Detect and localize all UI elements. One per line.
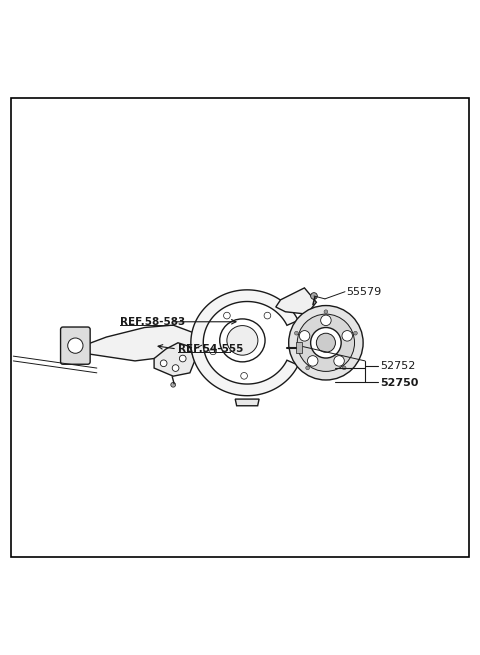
- Circle shape: [334, 356, 344, 366]
- Circle shape: [180, 355, 186, 362]
- Circle shape: [311, 328, 341, 358]
- Text: 52750: 52750: [380, 379, 418, 388]
- Circle shape: [171, 383, 176, 387]
- Circle shape: [172, 365, 179, 371]
- Bar: [296, 343, 302, 353]
- Polygon shape: [87, 325, 202, 361]
- Polygon shape: [191, 290, 298, 396]
- Polygon shape: [235, 399, 259, 405]
- Circle shape: [311, 293, 317, 299]
- Ellipse shape: [227, 326, 258, 355]
- Circle shape: [241, 373, 247, 379]
- Ellipse shape: [220, 319, 265, 362]
- Circle shape: [300, 331, 310, 341]
- Circle shape: [353, 331, 357, 335]
- Text: REF.58-583: REF.58-583: [120, 317, 185, 327]
- Polygon shape: [276, 288, 316, 314]
- Circle shape: [342, 331, 352, 341]
- Circle shape: [308, 356, 318, 366]
- Circle shape: [160, 360, 167, 367]
- Circle shape: [321, 315, 331, 326]
- Circle shape: [264, 312, 271, 319]
- Circle shape: [297, 314, 355, 371]
- Circle shape: [68, 338, 83, 353]
- Text: REF.54-555: REF.54-555: [178, 344, 243, 354]
- Circle shape: [324, 310, 328, 314]
- Circle shape: [224, 312, 230, 319]
- Circle shape: [295, 331, 298, 335]
- Text: 52752: 52752: [380, 361, 415, 371]
- Polygon shape: [154, 343, 195, 376]
- FancyBboxPatch shape: [60, 327, 90, 364]
- Circle shape: [210, 348, 216, 355]
- Text: 55579: 55579: [346, 287, 381, 297]
- Circle shape: [316, 333, 336, 352]
- Circle shape: [342, 366, 346, 370]
- Circle shape: [306, 366, 310, 370]
- Circle shape: [288, 305, 363, 380]
